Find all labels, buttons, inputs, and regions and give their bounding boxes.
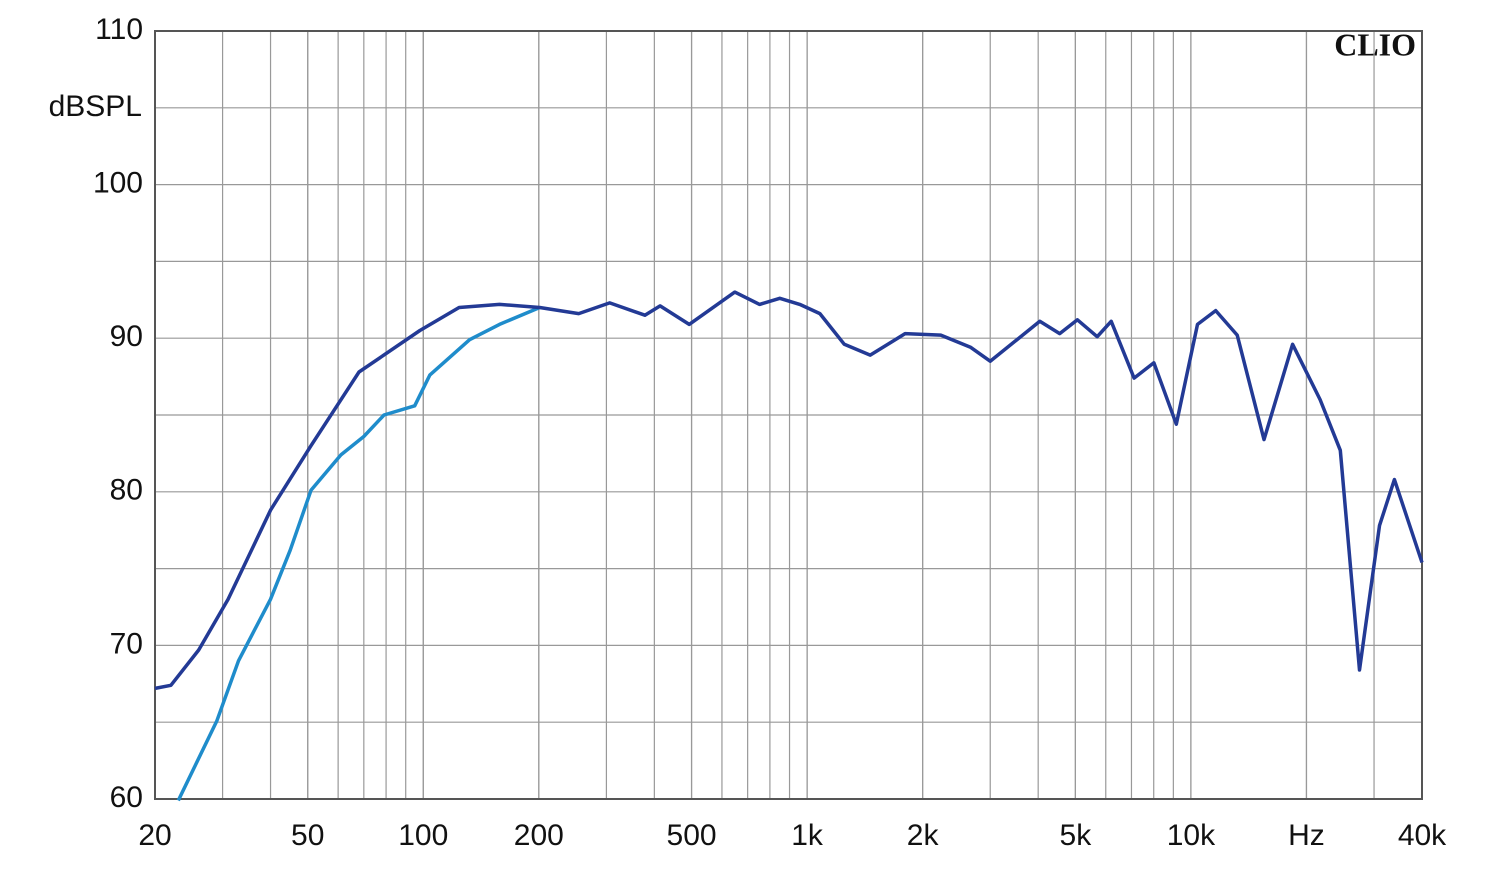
watermark: CLIO [1334,26,1416,62]
line [176,305,541,802]
y-tick-label: 60 [110,781,143,814]
x-tick-label: Hz [1288,819,1325,852]
y-tick-label: 100 [93,167,143,200]
y-tick-label: 110 [95,13,143,46]
x-tick-label: 2k [907,819,940,852]
x-tick-label: 200 [514,819,564,852]
x-tick-label: 1k [791,819,824,852]
y-tick-label: 90 [110,320,143,353]
x-tick-label: 10k [1167,819,1216,852]
plot-frame [154,30,1423,800]
x-tick-label: 50 [291,819,324,852]
y-tick-label: 80 [110,474,143,507]
y-axis-label: dBSPL [49,90,142,123]
line [154,290,1424,691]
x-tick-label: 500 [667,819,717,852]
x-tick-label: 5k [1060,819,1093,852]
x-tick-label: 100 [398,819,448,852]
y-tick-label: 70 [110,627,143,660]
x-tick-label: 20 [138,819,171,852]
x-tick-label: 40k [1398,819,1447,852]
